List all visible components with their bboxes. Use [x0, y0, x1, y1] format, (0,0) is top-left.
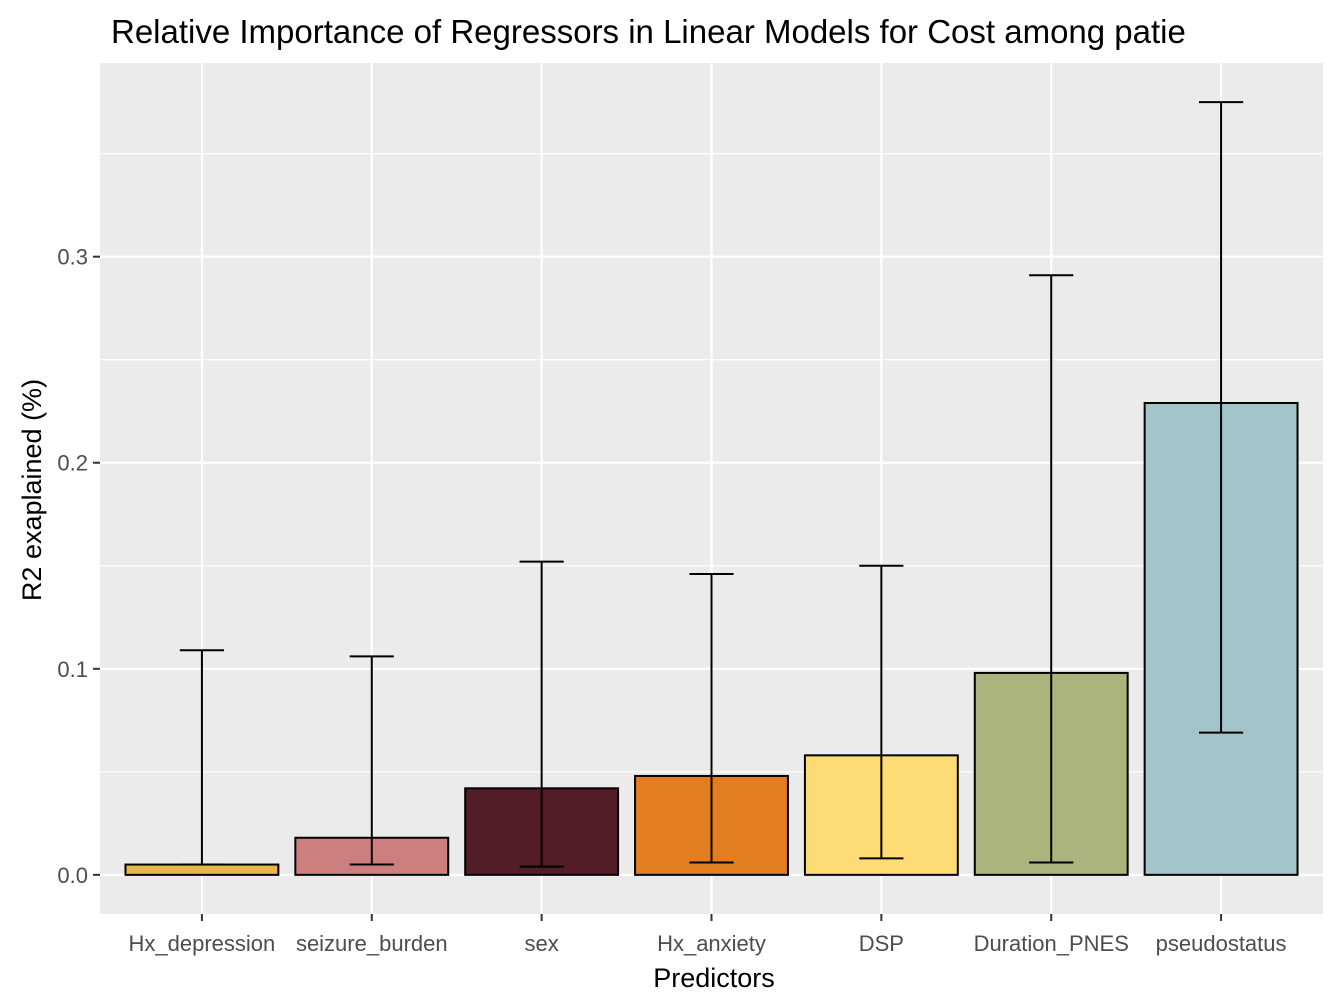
y-axis-title: R2 exaplained (%)	[17, 379, 47, 601]
error-bar-seizure_burden	[349, 655, 394, 866]
y-tick-label: 0.2	[57, 451, 88, 476]
bar-Hx_depression	[124, 863, 280, 876]
error-bar-Hx_anxiety	[689, 573, 734, 864]
error-bar-pseudostatus	[1199, 101, 1244, 734]
error-bar-DSP	[859, 564, 904, 860]
x-tick-label-Hx_depression: Hx_depression	[129, 931, 276, 956]
y-axis: 0.0 0.1 0.2 0.3	[57, 245, 100, 888]
x-axis: Hx_depression seizure_burden sex Hx_anxiety…	[129, 914, 1287, 956]
x-tick-label-Duration_PNES: Duration_PNES	[974, 931, 1129, 956]
x-tick-label-seizure_burden: seizure_burden	[296, 931, 448, 956]
x-tick-label-DSP: DSP	[859, 931, 904, 956]
x-tick-label-sex: sex	[525, 931, 559, 956]
y-tick-label: 0.3	[57, 245, 88, 270]
y-tick-label: 0.0	[57, 863, 88, 888]
error-bar-sex	[519, 560, 564, 868]
error-bars	[179, 101, 1244, 868]
x-tick-label-Hx_anxiety: Hx_anxiety	[657, 931, 766, 956]
x-tick-label-pseudostatus: pseudostatus	[1156, 931, 1287, 956]
y-tick-label: 0.1	[57, 657, 88, 682]
x-axis-title: Predictors	[653, 963, 775, 993]
chart-title: Relative Importance of Regressors in Lin…	[111, 13, 1186, 50]
error-bar-Duration_PNES	[1029, 274, 1074, 864]
error-bar-Hx_depression	[179, 649, 224, 866]
